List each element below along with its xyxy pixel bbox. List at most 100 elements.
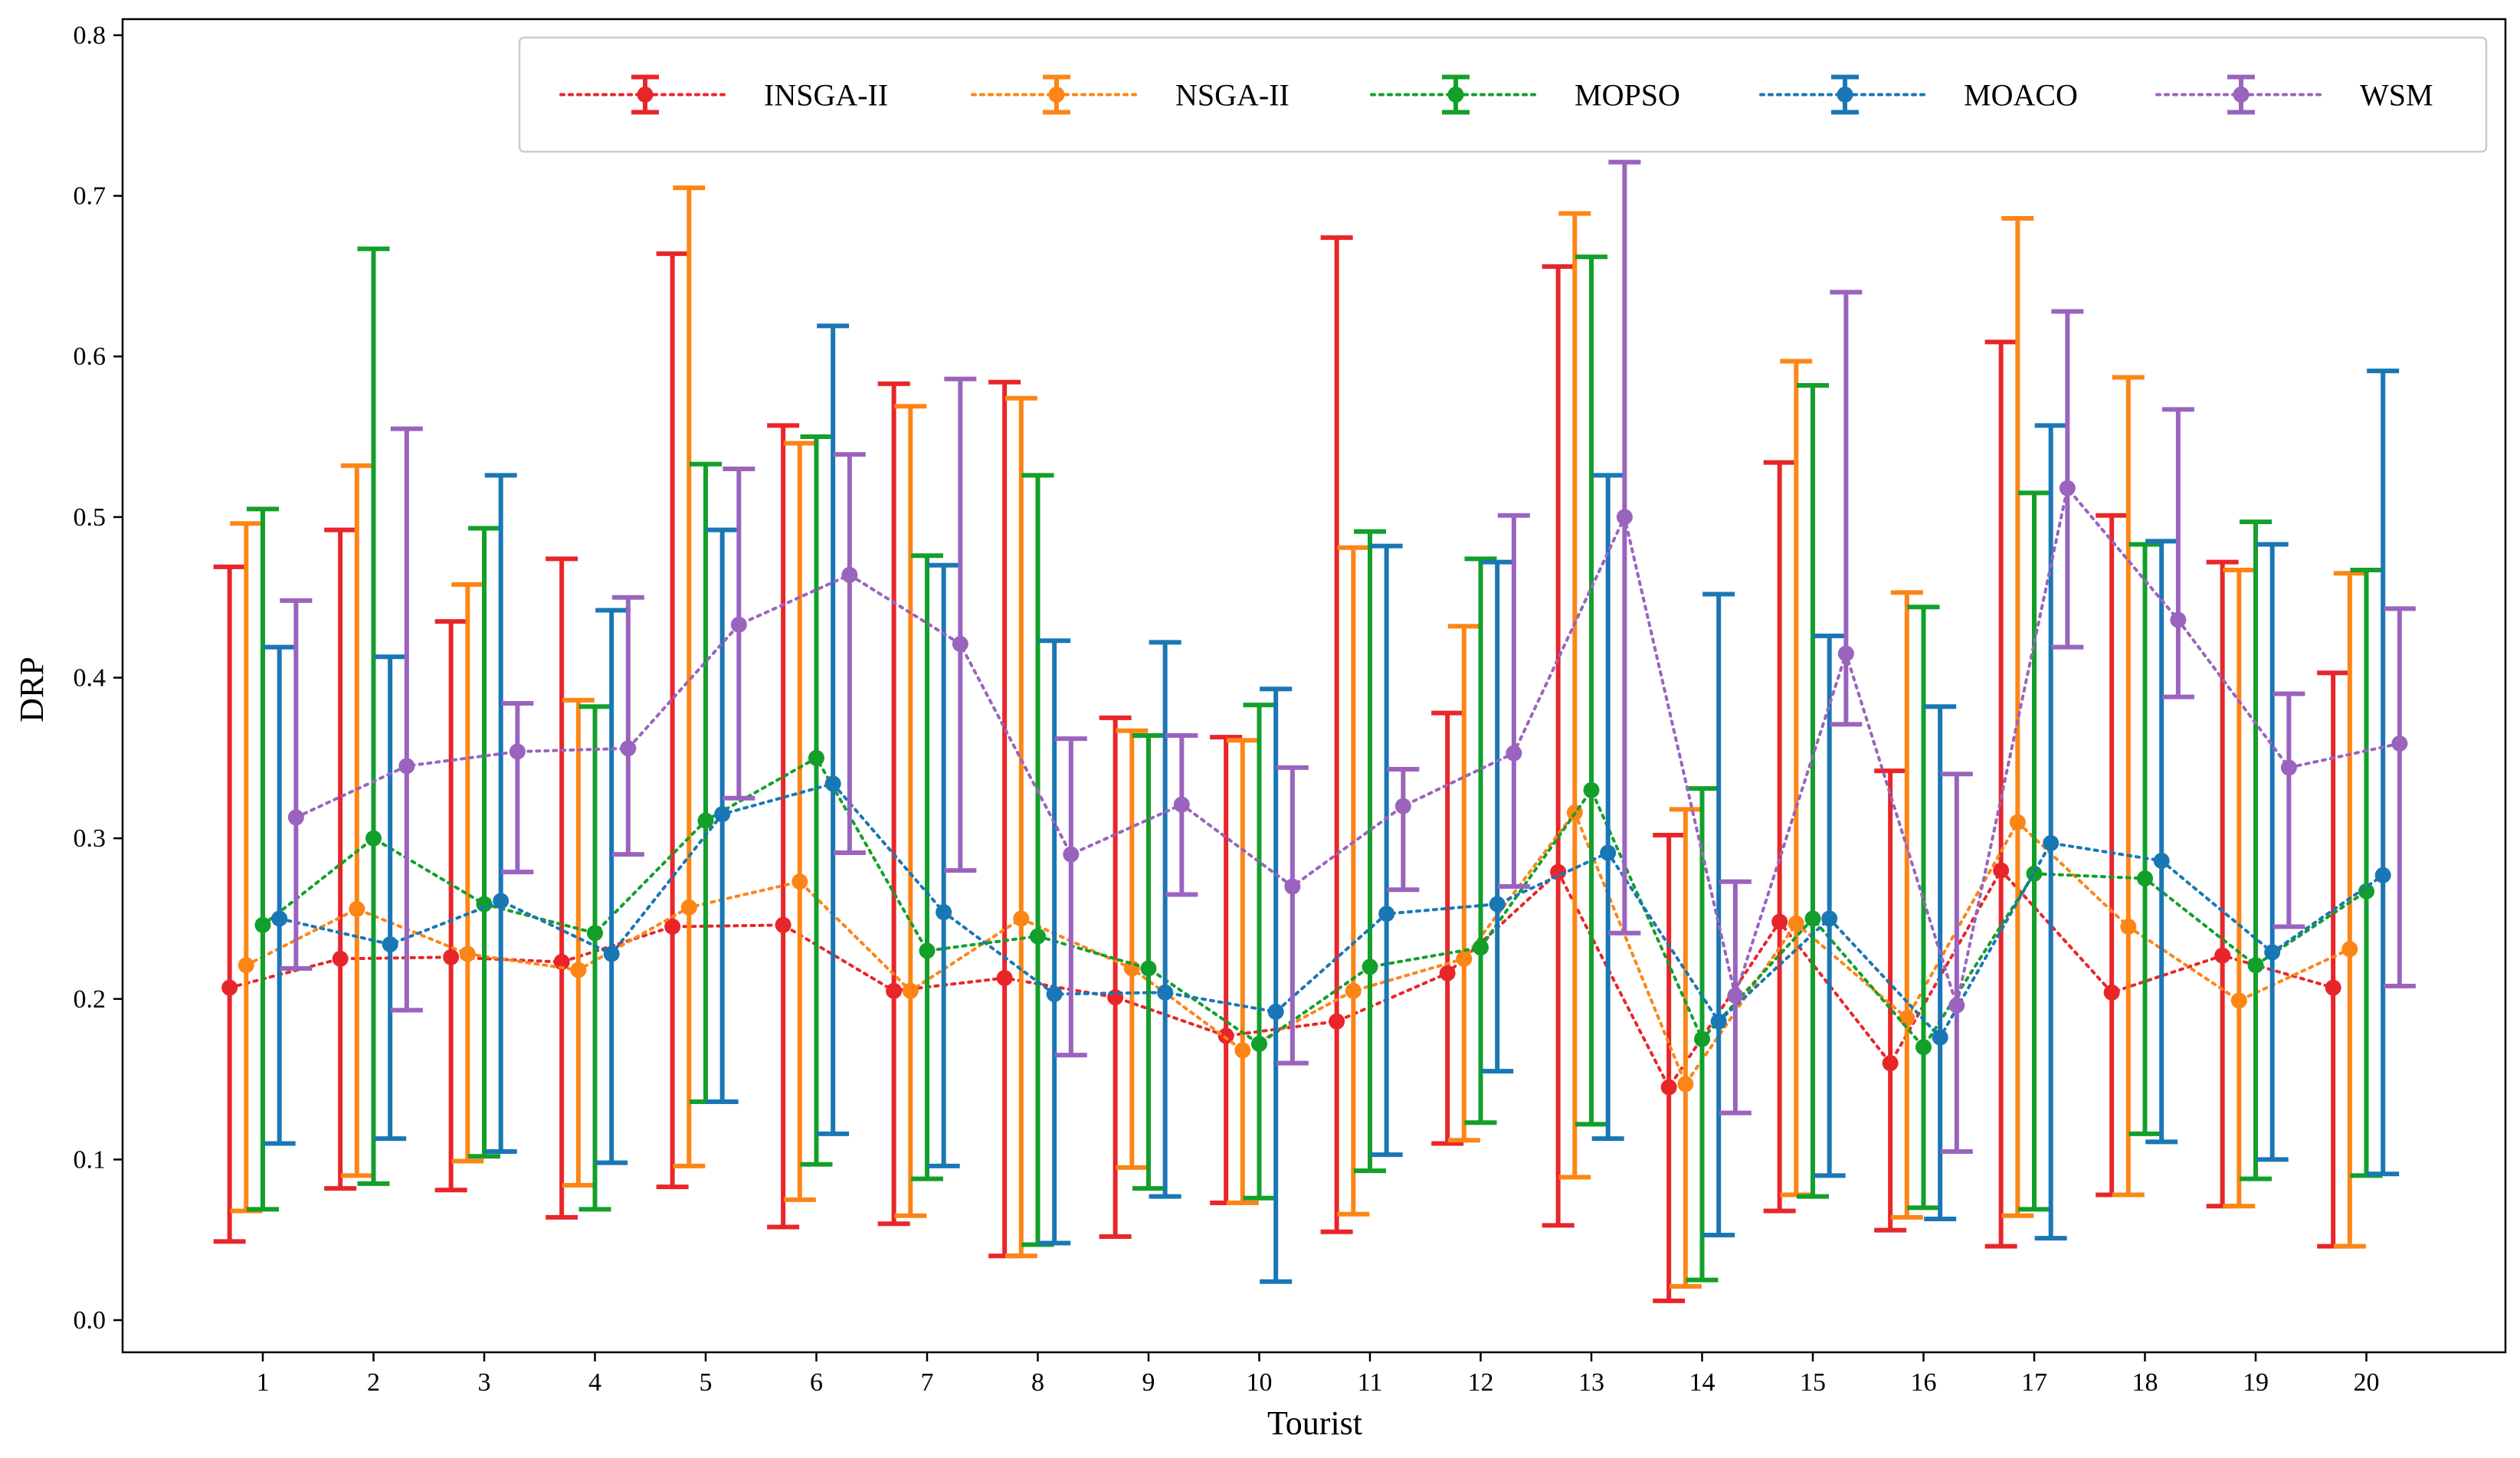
data-point xyxy=(841,566,858,583)
data-point xyxy=(2009,814,2026,831)
legend-label: INSGA-II xyxy=(764,78,888,113)
x-tick-label: 13 xyxy=(1578,1368,1604,1397)
data-point xyxy=(509,743,526,760)
data-point xyxy=(1710,1013,1727,1030)
data-point xyxy=(1932,1029,1948,1046)
x-tick-label: 15 xyxy=(1800,1368,1826,1397)
data-point xyxy=(221,979,238,996)
data-point xyxy=(1378,906,1395,922)
legend-entry-moaco: MOACO xyxy=(1759,74,2078,115)
legend-label: MOACO xyxy=(1964,78,2078,113)
data-point xyxy=(2170,611,2187,628)
data-point xyxy=(697,812,714,829)
y-tick-label: 0.6 xyxy=(74,342,107,371)
data-point xyxy=(936,904,952,921)
series-insga-ii xyxy=(213,235,2350,1303)
data-point xyxy=(1821,910,1838,927)
data-point xyxy=(570,962,587,978)
data-point xyxy=(287,809,304,826)
data-point xyxy=(1882,1055,1899,1072)
legend-label: WSM xyxy=(2360,78,2433,113)
data-point xyxy=(1660,1079,1677,1096)
y-tick-label: 0.1 xyxy=(74,1145,107,1174)
data-point xyxy=(1046,986,1063,1003)
data-point xyxy=(1506,745,1522,762)
data-point xyxy=(1771,913,1788,930)
y-tick-label: 0.0 xyxy=(74,1306,107,1335)
legend: INSGA-II NSGA-II MOPSO MOACO WSM xyxy=(518,36,2488,153)
data-point xyxy=(349,900,365,917)
data-point xyxy=(1456,950,1473,967)
series-line xyxy=(294,484,2401,1012)
legend-marker xyxy=(1447,87,1464,103)
legend-entry-insga-ii: INSGA-II xyxy=(559,74,888,115)
legend-label: NSGA-II xyxy=(1175,78,1289,113)
data-point xyxy=(1234,1042,1251,1059)
data-point xyxy=(1837,645,1854,662)
series-line xyxy=(261,755,2368,1050)
data-point xyxy=(996,970,1013,987)
data-point xyxy=(1140,960,1157,977)
data-point xyxy=(808,749,824,766)
legend-marker xyxy=(1048,87,1065,103)
data-point xyxy=(1173,796,1190,813)
x-tick-label: 6 xyxy=(810,1368,823,1397)
data-point xyxy=(952,635,968,652)
data-point xyxy=(730,616,747,633)
data-point xyxy=(1550,863,1567,880)
data-point xyxy=(2280,759,2297,776)
x-tick-label: 11 xyxy=(1358,1368,1383,1397)
data-point xyxy=(1284,878,1301,895)
data-point xyxy=(1915,1039,1932,1056)
data-point xyxy=(365,830,382,847)
data-point xyxy=(620,740,637,757)
x-tick-label: 16 xyxy=(1911,1368,1937,1397)
data-point xyxy=(2230,992,2247,1009)
series-nsga-ii xyxy=(230,185,2366,1289)
data-point xyxy=(1329,1013,1345,1030)
data-point xyxy=(1616,509,1633,526)
data-point xyxy=(2153,853,2170,870)
data-point xyxy=(1251,1035,1267,1052)
x-tick-label: 3 xyxy=(478,1368,491,1397)
data-point xyxy=(1394,798,1411,814)
data-point xyxy=(382,936,398,953)
legend-marker xyxy=(2233,87,2250,103)
y-tick-label: 0.5 xyxy=(74,503,107,532)
x-tick-label: 1 xyxy=(257,1368,270,1397)
x-tick-label: 19 xyxy=(2243,1368,2269,1397)
data-point xyxy=(824,775,841,792)
y-axis-title: DRP xyxy=(13,657,51,722)
data-point xyxy=(1063,846,1080,863)
data-point xyxy=(1993,862,2010,879)
data-point xyxy=(664,918,681,935)
data-point xyxy=(791,873,808,890)
data-point xyxy=(1217,1027,1234,1044)
data-point xyxy=(2247,957,2264,974)
data-point xyxy=(398,758,415,775)
data-point xyxy=(2043,834,2060,851)
data-point xyxy=(1583,781,1600,798)
data-point xyxy=(2358,883,2374,899)
data-point xyxy=(1362,958,1378,975)
data-point xyxy=(1600,844,1617,861)
legend-entry-nsga-ii: NSGA-II xyxy=(971,74,1289,115)
legend-entry-mopso: MOPSO xyxy=(1370,74,1680,115)
data-point xyxy=(714,806,731,823)
x-tick-label: 14 xyxy=(1689,1368,1716,1397)
data-point xyxy=(680,899,697,916)
series-line xyxy=(277,781,2385,1040)
legend-box xyxy=(518,36,2488,153)
data-point xyxy=(553,954,570,971)
x-tick-label: 8 xyxy=(1031,1368,1044,1397)
data-point xyxy=(2059,480,2076,496)
data-point xyxy=(271,910,288,927)
y-tick-label: 0.2 xyxy=(74,985,107,1014)
y-tick-label: 0.4 xyxy=(74,664,107,693)
series-mopso xyxy=(247,246,2383,1283)
data-point xyxy=(1439,965,1456,981)
series-layer xyxy=(213,159,2416,1303)
data-point xyxy=(1489,896,1506,912)
data-point xyxy=(775,916,791,933)
